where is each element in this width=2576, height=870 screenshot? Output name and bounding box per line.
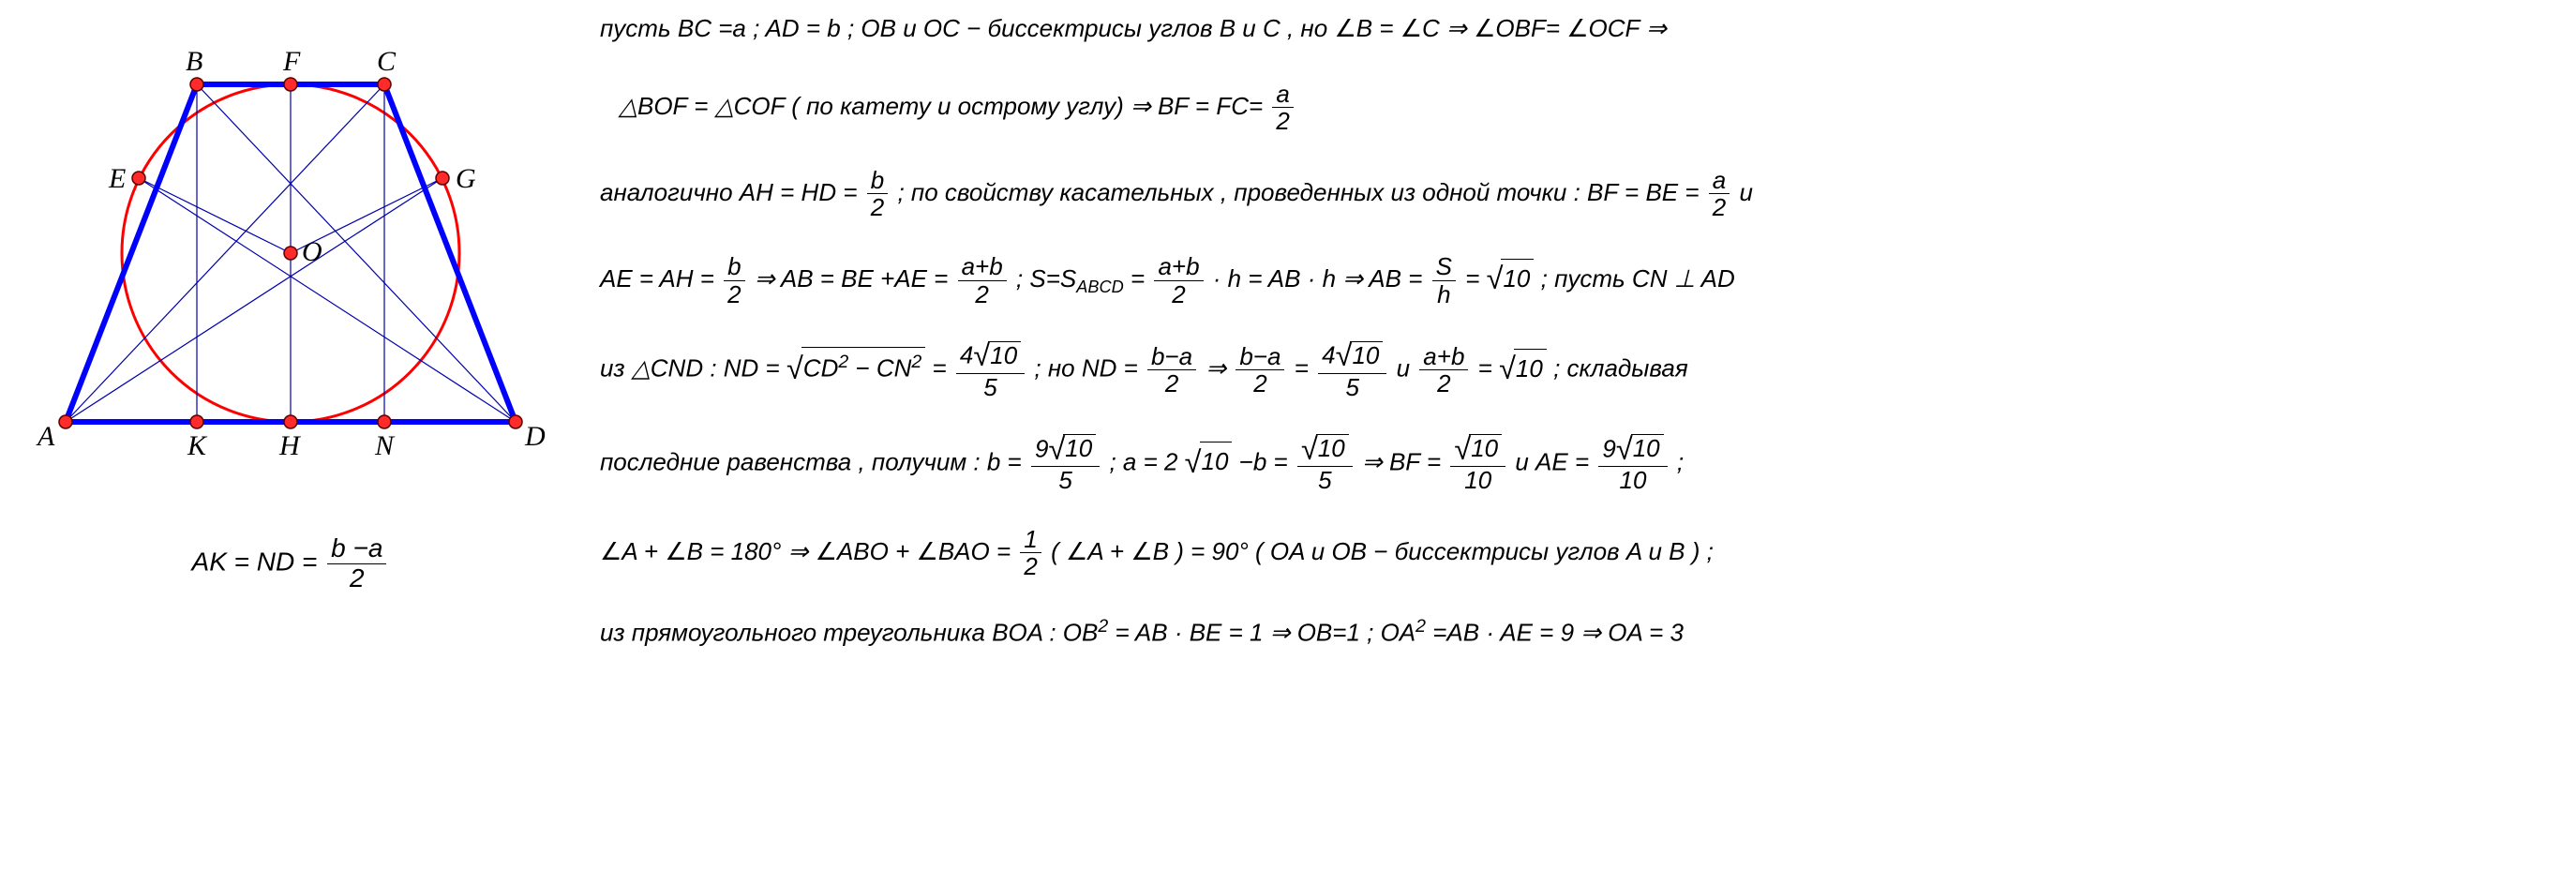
svg-text:A: A [36,421,55,452]
line-8: из прямоугольного треугольника BOA : OB2… [600,612,2539,652]
trapezoid-diagram: A B C D E F G H K N O [28,19,553,506]
svg-text:B: B [186,46,202,77]
angle-icon: ∠ [600,537,622,565]
line-5: из △CND : ND = √CD2 − CN2 = 4√105 ; но N… [600,339,2539,400]
page: A B C D E F G H K N O AK = ND = b −a 2 пусть BC =a… [0,0,2576,870]
line-6: последние равенства , получим : b = 9√10… [600,433,2539,494]
angle-icon: ∠ [1334,14,1355,42]
diagram-caption: AK = ND = b −a 2 [192,534,390,593]
svg-text:E: E [108,163,126,194]
svg-text:K: K [187,430,208,461]
angle-icon: ∠ [1400,14,1422,42]
solution-text: пусть BC =a ; AD = b ; OB и OC − биссект… [581,0,2576,870]
line-7: ∠A + ∠B = 180° ⇒ ∠ABO + ∠BAO = 12 ( ∠A +… [600,526,2539,580]
svg-text:O: O [302,236,322,267]
svg-text:F: F [282,46,301,77]
line-2: △BOF = △COF ( по катету и острому углу) … [600,81,2539,135]
svg-text:H: H [278,430,302,461]
angle-icon: ∠ [1131,537,1152,565]
caption-lhs: AK = ND = [192,548,325,577]
angle-icon: ∠ [1566,14,1588,42]
angle-icon: ∠ [917,537,938,565]
angle-icon: ∠ [1474,14,1495,42]
caption-frac: b −a 2 [327,534,386,593]
angle-icon: ∠ [665,537,686,565]
angle-icon: ∠ [1066,537,1087,565]
line-1: пусть BC =a ; AD = b ; OB и OC − биссект… [600,9,2539,49]
svg-text:D: D [524,421,546,452]
svg-text:N: N [374,430,396,461]
line-3: аналогично AH = HD = b2 ; по свойству ка… [600,167,2539,221]
angle-icon: ∠ [816,537,837,565]
line-4: AE = AH = b2 ⇒ AB = BE +AE = a+b2 ; S=SA… [600,253,2539,308]
diagram-panel: A B C D E F G H K N O AK = ND = b −a 2 [0,0,581,870]
svg-text:G: G [456,163,476,194]
svg-text:C: C [377,46,397,77]
